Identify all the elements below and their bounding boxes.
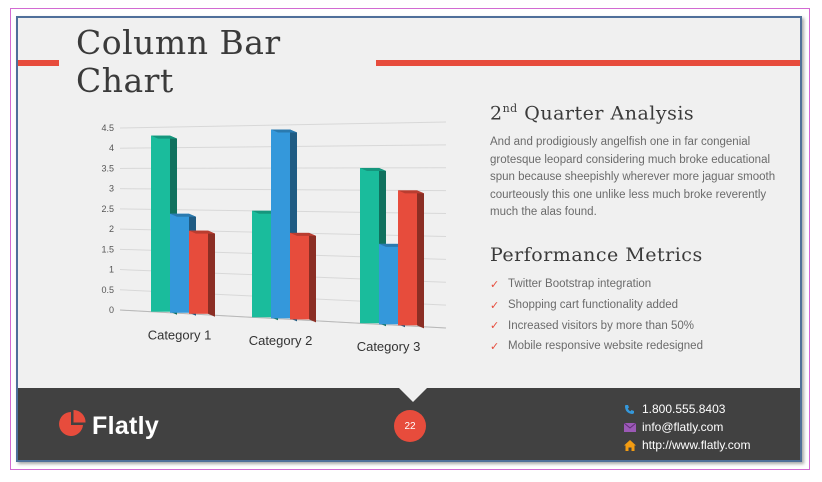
slide-title-line1: Column Bar xyxy=(76,23,281,62)
check-icon: ✓ xyxy=(490,320,500,333)
bar-side xyxy=(417,190,424,329)
analysis-heading-sup: nd xyxy=(502,102,518,115)
contact-website[interactable]: http://www.flatly.com xyxy=(624,436,750,454)
metric-item-label: Twitter Bootstrap integration xyxy=(508,278,652,291)
outer-frame xyxy=(10,8,810,470)
slide: Column Bar Chart 0 0.5 1 1.5 2 2.5 3 3.5 4 4.5 Cat… xyxy=(16,16,802,462)
y-tick-label: 4.5 xyxy=(101,123,114,133)
check-icon: ✓ xyxy=(490,340,500,353)
y-tick-label: 2.5 xyxy=(101,204,114,214)
phone-icon xyxy=(624,404,642,415)
contact-email[interactable]: info@flatly.com xyxy=(624,418,750,436)
list-item: ✓ Twitter Bootstrap integration xyxy=(490,274,703,295)
y-tick-label: 0 xyxy=(109,305,114,315)
list-item: ✓ Mobile responsive website redesigned xyxy=(490,336,703,357)
check-icon: ✓ xyxy=(490,299,500,312)
analysis-body: And and prodigiously angelfish one in fa… xyxy=(490,136,776,218)
check-icon: ✓ xyxy=(490,278,500,291)
website-link[interactable]: http://www.flatly.com xyxy=(642,438,751,452)
list-item: ✓ Shopping cart functionality added xyxy=(490,295,703,316)
analysis-heading-text: Quarter Analysis xyxy=(517,102,695,125)
column-bar-chart: 0 0.5 1 1.5 2 2.5 3 3.5 4 4.5 Category 1 Category 2… xyxy=(84,118,464,368)
bar xyxy=(189,230,208,314)
bar-top xyxy=(398,190,424,194)
x-tick-label: Category 2 xyxy=(249,333,313,348)
bar xyxy=(271,129,290,319)
envelope-icon xyxy=(624,422,642,432)
bar-side xyxy=(208,230,215,317)
contact-info: 1.800.555.8403 info@flatly.com http://ww… xyxy=(624,400,750,454)
title-rule-right xyxy=(376,60,800,66)
metric-item-label: Shopping cart functionality added xyxy=(508,299,679,312)
y-tick-label: 3 xyxy=(109,184,114,194)
bar-top xyxy=(189,230,215,234)
bar xyxy=(379,243,398,325)
chart-svg: 0 0.5 1 1.5 2 2.5 3 3.5 4 4.5 Category 1 Category 2… xyxy=(101,121,447,354)
bar xyxy=(151,135,170,312)
bar xyxy=(170,213,189,313)
analysis-heading: 2nd Quarter Analysis xyxy=(490,102,694,124)
brand-name: Flatly xyxy=(92,412,160,440)
y-tick-label: 3.5 xyxy=(101,163,114,173)
pie-logo-icon xyxy=(58,410,86,443)
grid-line xyxy=(119,121,447,129)
y-tick-label: 1 xyxy=(109,265,114,275)
slide-title-line2: Chart xyxy=(76,61,174,100)
email-link[interactable]: info@flatly.com xyxy=(642,420,724,434)
metrics-heading: Performance Metrics xyxy=(490,244,703,266)
analysis-heading-num: 2 xyxy=(490,102,503,125)
x-tick-label: Category 3 xyxy=(357,339,421,354)
brand: Flatly xyxy=(58,410,159,443)
x-tick-label: Category 1 xyxy=(148,327,212,342)
bar-side xyxy=(309,232,316,323)
bar xyxy=(252,210,271,318)
contact-phone: 1.800.555.8403 xyxy=(624,400,750,418)
bar xyxy=(398,190,417,326)
y-tick-label: 0.5 xyxy=(101,285,114,295)
bar-top xyxy=(271,129,297,133)
y-tick-label: 2 xyxy=(109,224,114,234)
y-tick-label: 1.5 xyxy=(101,244,114,254)
bar-top xyxy=(170,213,196,217)
y-tick-label: 4 xyxy=(109,143,114,153)
home-icon xyxy=(624,439,642,451)
footer-notch xyxy=(399,388,427,402)
list-item: ✓ Increased visitors by more than 50% xyxy=(490,315,703,336)
bar xyxy=(360,167,379,324)
metric-item-label: Mobile responsive website redesigned xyxy=(508,340,703,353)
metrics-list: ✓ Twitter Bootstrap integration ✓ Shopping… xyxy=(490,274,703,357)
slide-title: Column Bar Chart xyxy=(76,24,356,100)
page-number-badge: 22 xyxy=(394,410,426,442)
bar xyxy=(290,232,309,320)
phone-text: 1.800.555.8403 xyxy=(642,402,726,416)
bar-top xyxy=(290,232,316,236)
metric-item-label: Increased visitors by more than 50% xyxy=(508,319,695,332)
bar-top xyxy=(151,135,177,139)
title-rule-left xyxy=(18,60,59,66)
bar-top xyxy=(360,167,386,171)
